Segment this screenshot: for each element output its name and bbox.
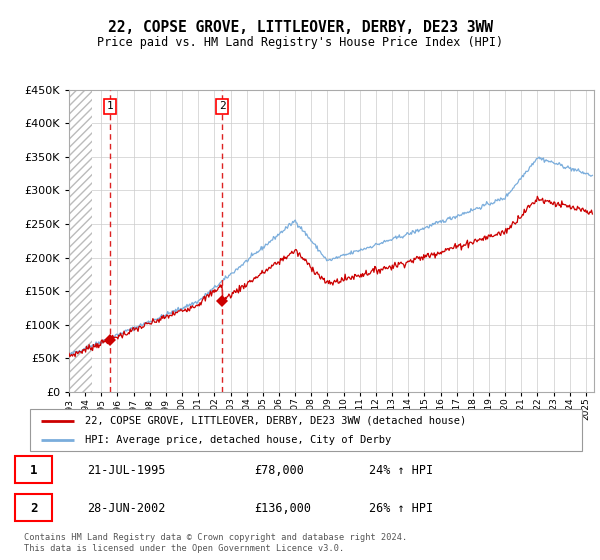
Text: £78,000: £78,000 — [254, 464, 304, 477]
Text: £136,000: £136,000 — [254, 502, 311, 515]
Text: 22, COPSE GROVE, LITTLEOVER, DERBY, DE23 3WW: 22, COPSE GROVE, LITTLEOVER, DERBY, DE23… — [107, 20, 493, 35]
Text: 21-JUL-1995: 21-JUL-1995 — [87, 464, 165, 477]
Text: 2: 2 — [219, 101, 226, 111]
Text: 24% ↑ HPI: 24% ↑ HPI — [369, 464, 433, 477]
Text: HPI: Average price, detached house, City of Derby: HPI: Average price, detached house, City… — [85, 435, 391, 445]
Bar — [15, 456, 52, 483]
Bar — [69, 90, 92, 392]
Bar — [15, 494, 52, 521]
Text: 28-JUN-2002: 28-JUN-2002 — [87, 502, 165, 515]
Text: 1: 1 — [30, 464, 38, 477]
Text: 1: 1 — [107, 101, 113, 111]
Text: 22, COPSE GROVE, LITTLEOVER, DERBY, DE23 3WW (detached house): 22, COPSE GROVE, LITTLEOVER, DERBY, DE23… — [85, 416, 466, 426]
Text: 2: 2 — [30, 502, 38, 515]
Text: Contains HM Land Registry data © Crown copyright and database right 2024.
This d: Contains HM Land Registry data © Crown c… — [24, 533, 407, 553]
Text: 26% ↑ HPI: 26% ↑ HPI — [369, 502, 433, 515]
Text: Price paid vs. HM Land Registry's House Price Index (HPI): Price paid vs. HM Land Registry's House … — [97, 36, 503, 49]
